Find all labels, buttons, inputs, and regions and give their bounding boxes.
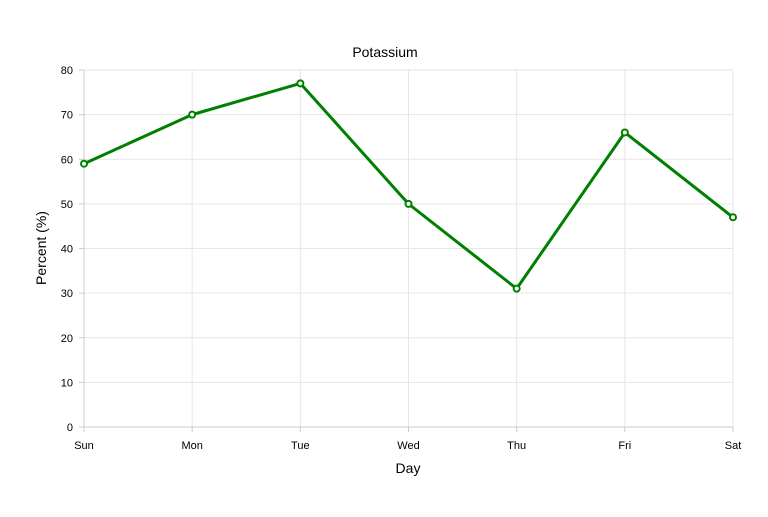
data-point xyxy=(188,110,197,119)
axes xyxy=(79,69,734,432)
grid xyxy=(84,69,734,427)
series xyxy=(80,79,737,293)
x-tick-label: Tue xyxy=(291,440,310,452)
y-tick-label: 20 xyxy=(61,333,73,345)
y-tick-label: 10 xyxy=(61,377,73,389)
y-tick-label: 0 xyxy=(67,422,73,434)
tick-labels: 0 10 20 30 40 50 60 70 80 Sun Mon Tue Wed Thu Fri Sat xyxy=(61,65,742,452)
data-point xyxy=(512,284,521,293)
chart-title: Potassium xyxy=(352,44,417,60)
x-tick-label: Sun xyxy=(74,440,94,452)
x-axis-label: Day xyxy=(396,460,421,476)
y-tick-label: 60 xyxy=(61,154,73,166)
x-tick-label: Fri xyxy=(618,440,631,452)
x-tick-label: Wed xyxy=(397,440,419,452)
x-tick-label: Thu xyxy=(507,440,526,452)
y-tick-label: 80 xyxy=(61,65,73,77)
data-point xyxy=(729,213,737,222)
x-tick-label: Sat xyxy=(725,440,742,452)
data-point xyxy=(404,199,413,208)
y-tick-label: 30 xyxy=(61,288,73,300)
data-point xyxy=(620,128,629,137)
x-tick-label: Mon xyxy=(181,440,202,452)
y-tick-label: 50 xyxy=(61,199,73,211)
y-tick-label: 70 xyxy=(61,110,73,122)
data-point xyxy=(80,159,88,168)
y-tick-label: 40 xyxy=(61,244,73,256)
data-point xyxy=(296,79,305,88)
y-axis-label: Percent (%) xyxy=(33,211,49,285)
